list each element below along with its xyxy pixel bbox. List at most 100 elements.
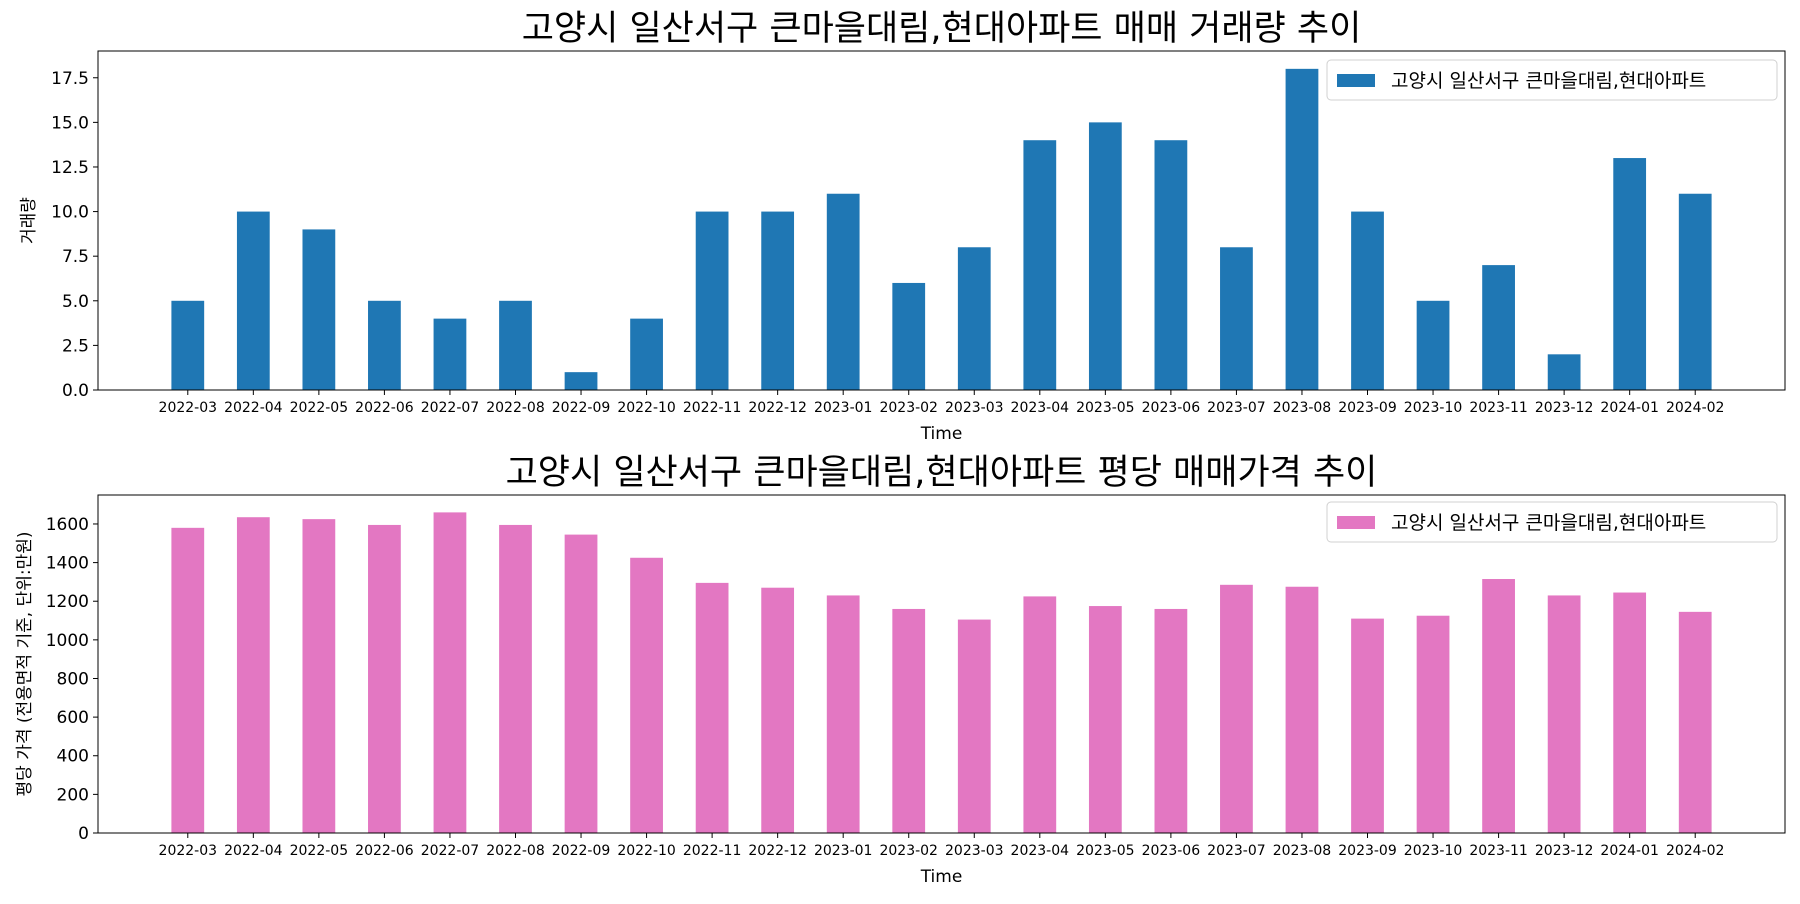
y-tick-label: 1400 [46, 554, 89, 574]
chart-panel-1: 0.0 2.5 5.0 7.5 10.0 12.5 15.0 17.5 2022-03 2022-… [19, 9, 1786, 444]
bar-2024-02 [1678, 193, 1712, 390]
x-axis-label: Time [920, 867, 963, 887]
bar-2023-11 [1482, 265, 1515, 390]
x-tick-label: 2022-06 [355, 843, 414, 859]
bar-2023-12 [1547, 354, 1581, 390]
x-tick-label: 2022-09 [552, 843, 611, 859]
bar-2024-02 [1678, 611, 1712, 833]
bar-2023-03 [957, 619, 991, 833]
x-tick-label: 2022-12 [748, 400, 807, 416]
bar-2023-04 [1023, 596, 1057, 833]
x-tick-label: 2022-08 [486, 843, 545, 859]
bar-2023-09 [1351, 211, 1384, 390]
bar-2023-02 [892, 282, 926, 390]
x-tick-label: 2022-10 [617, 843, 676, 859]
x-tick-label: 2023-03 [945, 843, 1004, 859]
bar-2023-08 [1285, 586, 1319, 833]
bar-2022-12 [761, 587, 795, 833]
bar-2023-10 [1416, 615, 1450, 833]
x-tick-label: 2023-06 [1142, 400, 1201, 416]
bar-2022-07 [433, 512, 467, 833]
bar-2024-01 [1613, 592, 1647, 833]
x-tick-label: 2022-04 [224, 400, 283, 416]
bar-2022-05 [302, 519, 336, 833]
y-tick-label: 2.5 [62, 336, 89, 356]
x-tick-label: 2022-09 [552, 400, 611, 416]
x-tick-label: 2022-06 [355, 400, 414, 416]
bar-2023-07 [1220, 247, 1253, 390]
legend: 고양시 일산서구 큰마을대림,현대아파트 [1326, 501, 1778, 543]
y-tick-label: 7.5 [62, 247, 89, 267]
y-tick-label: 12.5 [51, 158, 89, 178]
bar-2023-06 [1154, 608, 1188, 833]
y-tick-label: 0.0 [62, 381, 89, 401]
x-tick-label: 2024-02 [1666, 400, 1725, 416]
x-tick-label: 2023-12 [1535, 843, 1594, 859]
legend-label: 고양시 일산서구 큰마을대림,현대아파트 [1391, 70, 1706, 92]
legend-swatch [1337, 516, 1375, 529]
bar-2022-03 [171, 527, 205, 833]
y-axis-label: 평당 가격 (전용면적 기준, 단위:만원) [15, 532, 35, 797]
x-tick-label: 2023-03 [945, 400, 1004, 416]
x-tick-label: 2023-08 [1273, 400, 1332, 416]
bar-2023-09 [1351, 618, 1384, 833]
bar-2022-04 [236, 517, 270, 833]
legend-box [1326, 501, 1778, 543]
y-tick-label: 15.0 [51, 113, 89, 133]
x-tick-label: 2022-05 [290, 843, 349, 859]
bar-2023-07 [1220, 584, 1253, 833]
y-tick-label: 600 [57, 708, 89, 728]
y-tick-label: 17.5 [51, 69, 89, 89]
x-tick-label: 2022-07 [421, 400, 480, 416]
bar-2022-09 [564, 534, 598, 833]
y-axis-label: 거래량 [19, 197, 39, 244]
legend-swatch [1337, 74, 1375, 87]
legend: 고양시 일산서구 큰마을대림,현대아파트 [1326, 59, 1778, 101]
x-tick-label: 2023-08 [1273, 843, 1332, 859]
bar-2022-06 [368, 300, 401, 390]
bar-2022-12 [761, 211, 795, 390]
x-tick-label: 2023-07 [1207, 400, 1266, 416]
x-tick-label: 2022-10 [617, 400, 676, 416]
bar-2022-06 [368, 524, 401, 833]
x-tick-label: 2023-06 [1142, 843, 1201, 859]
x-tick-label: 2023-07 [1207, 843, 1266, 859]
y-tick-label: 200 [57, 785, 89, 805]
bar-2023-10 [1416, 300, 1450, 390]
bar-2024-01 [1613, 158, 1647, 390]
y-tick-label: 1600 [46, 515, 89, 535]
x-tick-label: 2022-03 [159, 400, 218, 416]
x-tick-label: 2022-11 [683, 843, 742, 859]
bar-2023-04 [1023, 140, 1057, 390]
y-tick-label: 800 [57, 669, 89, 689]
bar-2023-02 [892, 608, 926, 833]
bar-2022-11 [695, 582, 729, 833]
x-tick-label: 2024-01 [1600, 843, 1659, 859]
bar-2023-11 [1482, 579, 1515, 833]
x-tick-label: 2023-10 [1404, 843, 1463, 859]
bar-2022-09 [564, 372, 598, 390]
y-tick-label: 10.0 [51, 203, 89, 223]
x-tick-label: 2023-01 [814, 400, 873, 416]
x-tick-label: 2024-01 [1600, 400, 1659, 416]
x-tick-label: 2023-02 [879, 843, 938, 859]
legend-label: 고양시 일산서구 큰마을대림,현대아파트 [1391, 512, 1706, 534]
y-tick-label: 1000 [46, 631, 89, 651]
x-tick-label: 2023-11 [1469, 400, 1528, 416]
bar-2023-08 [1285, 68, 1319, 390]
y-tick-label: 400 [57, 747, 89, 767]
bar-2023-03 [957, 247, 991, 390]
x-tick-label: 2022-04 [224, 843, 283, 859]
chart-title: 고양시 일산서구 큰마을대림,현대아파트 평당 매매가격 추이 [506, 453, 1378, 493]
x-tick-label: 2023-01 [814, 843, 873, 859]
x-tick-label: 2022-11 [683, 400, 742, 416]
y-tick-label: 0 [78, 824, 89, 844]
bar-2023-12 [1547, 595, 1581, 833]
x-tick-label: 2023-11 [1469, 843, 1528, 859]
y-tick-label: 1200 [46, 592, 89, 612]
bar-2022-10 [630, 318, 663, 390]
plot-frame [97, 50, 1786, 391]
bar-2022-07 [433, 318, 467, 390]
